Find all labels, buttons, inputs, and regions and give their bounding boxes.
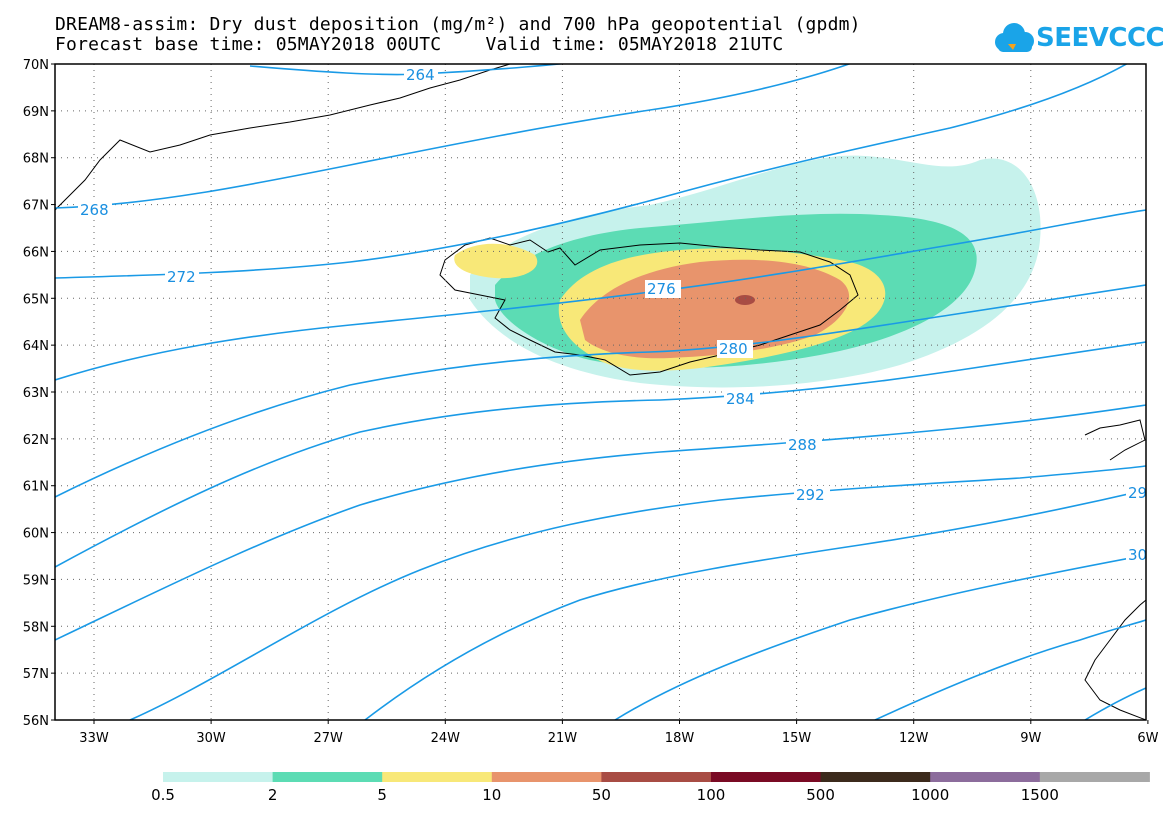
lon-label: 18W: [665, 731, 695, 746]
colorbar-swatch: [930, 772, 1041, 782]
cloud-icon: [995, 23, 1034, 52]
lon-label: 27W: [313, 731, 343, 746]
greenland-coast: [55, 64, 511, 211]
contour-label-264: 264: [406, 66, 435, 84]
colorbar-swatch: [163, 772, 274, 782]
contour-284: [55, 341, 1146, 568]
colorbar-swatch: [711, 772, 822, 782]
longitude-axis: 33W 30W 27W 24W 21W 18W 15W 12W 9W 6W: [79, 720, 1159, 746]
lat-label: 66N: [23, 245, 49, 260]
colorbar-swatch: [491, 772, 602, 782]
faroe-coast: [1084, 419, 1146, 461]
lat-label: 56N: [23, 714, 49, 729]
contour-292: [129, 465, 1146, 720]
lat-label: 64N: [23, 339, 49, 354]
colorbar-swatches: [163, 772, 1150, 782]
lat-label: 58N: [23, 620, 49, 635]
colorbar-swatch: [601, 772, 712, 782]
contour-label-284: 284: [726, 390, 755, 408]
colorbar-swatch: [382, 772, 493, 782]
dust-shading: [454, 155, 1041, 388]
colorbar-label: 1000: [911, 786, 949, 804]
colorbar-swatch: [820, 772, 931, 782]
lat-label: 65N: [23, 292, 49, 307]
lon-label: 30W: [196, 731, 226, 746]
colorbar-labels: 0.5 2 5 10 50 100 500 1000 1500: [151, 786, 1059, 804]
lon-label: 9W: [1020, 731, 1041, 746]
contour-label-276: 276: [647, 280, 676, 298]
contour-296: [364, 489, 1146, 720]
contour-labels: 264 268 272 276 280 284 288 292 29 30: [78, 66, 1147, 564]
colorbar-label: 100: [697, 786, 726, 804]
lon-label: 33W: [79, 731, 109, 746]
lat-label: 61N: [23, 480, 49, 495]
contour-268a: [55, 64, 852, 209]
contour-label-268: 268: [80, 201, 109, 219]
lat-label: 57N: [23, 667, 49, 682]
lat-label: 70N: [23, 58, 49, 73]
colorbar-label: 0.5: [151, 786, 175, 804]
map-subtitle: Forecast base time: 05MAY2018 00UTC Vali…: [55, 34, 784, 55]
lat-label: 63N: [23, 386, 49, 401]
contour-label-272: 272: [167, 268, 196, 286]
contour-272: [55, 64, 1129, 279]
lon-label: 12W: [899, 731, 929, 746]
logo-text: SEEVCCC: [1036, 23, 1165, 53]
lat-label: 68N: [23, 152, 49, 167]
contour-304: [874, 619, 1146, 720]
dust-level-50: [735, 295, 755, 305]
contour-288: [55, 404, 1146, 641]
contour-280: [55, 284, 1146, 498]
latitude-axis: 70N 69N 68N 67N 66N 65N 64N 63N 62N 61N 60N 59N 58N 5…: [23, 58, 55, 729]
contour-label-29: 29: [1128, 484, 1147, 502]
contour-300: [614, 554, 1146, 720]
contour-label-30: 30: [1128, 546, 1147, 564]
map-title: DREAM8-assim: Dry dust deposition (mg/m²…: [55, 14, 861, 35]
graticule: [55, 64, 1146, 720]
colorbar-label: 1500: [1021, 786, 1059, 804]
colorbar-label: 10: [482, 786, 501, 804]
lat-label: 62N: [23, 433, 49, 448]
lat-label: 69N: [23, 105, 49, 120]
lat-label: 59N: [23, 573, 49, 588]
iceland-coast: [439, 237, 859, 376]
lat-label: 60N: [23, 527, 49, 542]
colorbar-label: 500: [806, 786, 835, 804]
contour-label-288: 288: [788, 436, 817, 454]
lon-label: 21W: [548, 731, 578, 746]
colorbar-swatch: [272, 772, 383, 782]
lon-label: 24W: [431, 731, 461, 746]
contour-label-292: 292: [796, 486, 825, 504]
lon-label: 15W: [782, 731, 812, 746]
contour-label-280: 280: [719, 340, 748, 358]
lon-label: 6W: [1137, 731, 1158, 746]
contour-308: [1084, 687, 1146, 720]
colorbar-label: 2: [268, 786, 278, 804]
colorbar-label: 50: [592, 786, 611, 804]
colorbar-swatch: [1039, 772, 1150, 782]
contour-276: [55, 209, 1146, 381]
dust-level-5b: [454, 243, 538, 279]
colorbar-label: 5: [377, 786, 387, 804]
lat-label: 67N: [23, 199, 49, 214]
